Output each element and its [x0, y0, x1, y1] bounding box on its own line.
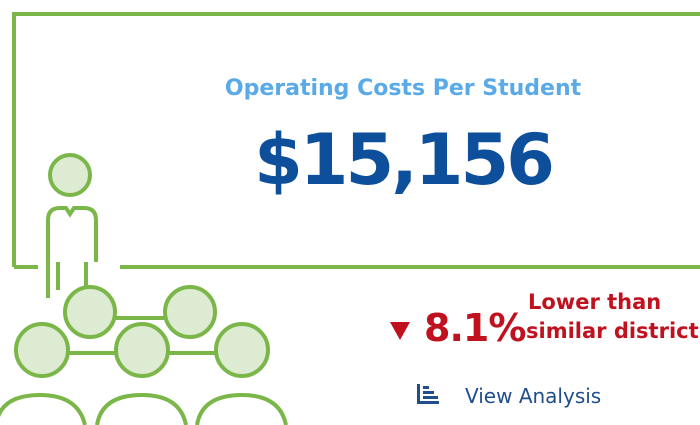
- down-arrow: [390, 322, 410, 340]
- comparison-line: similar district: [526, 319, 699, 343]
- chart-icon: [417, 384, 439, 404]
- comparison-line: Lower than: [528, 290, 661, 314]
- illustration: [0, 153, 288, 425]
- card-title: Operating Costs Per Student: [225, 76, 582, 101]
- analysis-link[interactable]: View Analysis: [417, 384, 601, 408]
- change-value: 8.1%: [424, 306, 525, 350]
- card-value: $15,156: [254, 119, 552, 201]
- frame: [12, 12, 700, 269]
- link-text[interactable]: View Analysis: [465, 384, 601, 408]
